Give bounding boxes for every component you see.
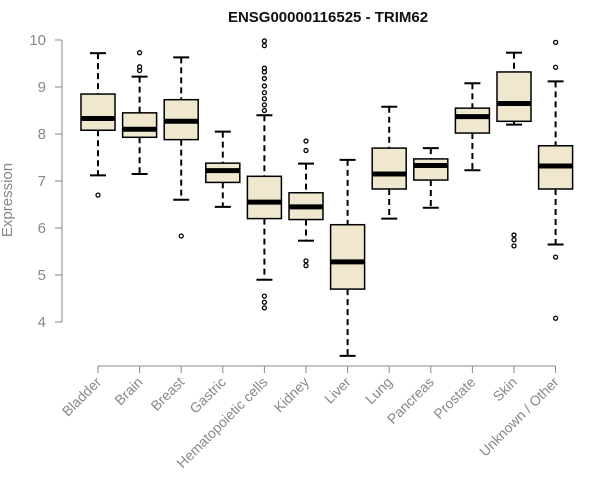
- box-iqr: [80, 93, 116, 131]
- outlier-point: [261, 42, 268, 49]
- outlier-point: [261, 89, 268, 96]
- outlier-point: [261, 38, 268, 44]
- box-skin: [496, 51, 532, 249]
- box-iqr: [371, 147, 407, 190]
- y-axis-title: Expression: [0, 163, 16, 237]
- box-hematopoietic-cells: [246, 38, 283, 311]
- y-tick-label: 6: [38, 220, 46, 237]
- x-category-label: Lung: [362, 374, 395, 407]
- outlier-point: [178, 233, 184, 239]
- outlier-point: [303, 262, 309, 269]
- box-iqr: [454, 107, 491, 134]
- outlier-point: [136, 64, 143, 70]
- outlier-point: [511, 243, 517, 249]
- outlier-point: [303, 147, 309, 154]
- box-iqr: [496, 71, 532, 123]
- x-category-label: Brain: [111, 374, 145, 408]
- x-category-label: Bladder: [59, 374, 105, 420]
- x-category-label: Breast: [147, 374, 187, 414]
- y-tick-label: 5: [38, 267, 46, 284]
- y-tick-label: 4: [38, 314, 46, 331]
- x-category-label: Liver: [321, 374, 354, 407]
- box-breast: [163, 56, 199, 239]
- box-unknown-other: [537, 39, 574, 321]
- outlier-point: [511, 232, 517, 238]
- outlier-point: [552, 39, 559, 45]
- x-category-label: Skin: [490, 374, 521, 405]
- box-iqr: [121, 112, 158, 139]
- box-liver: [329, 158, 366, 357]
- box-pancreas: [413, 147, 449, 209]
- chart-title: ENSG00000116525 - TRIM62: [228, 9, 428, 26]
- outlier-point: [261, 65, 268, 71]
- outlier-point: [95, 192, 101, 198]
- outlier-point: [303, 258, 309, 264]
- outlier-point: [552, 315, 559, 321]
- y-tick-label: 8: [38, 126, 46, 143]
- outlier-point: [261, 305, 268, 311]
- outlier-point: [261, 75, 268, 82]
- y-axis: 4 5 6 7 8 9 10: [29, 32, 63, 331]
- outlier-point: [136, 50, 143, 56]
- y-tick-label: 9: [38, 79, 46, 96]
- outlier-point: [552, 64, 559, 70]
- x-category-label: Kidney: [271, 374, 313, 416]
- box-lung: [371, 105, 407, 220]
- outlier-point: [261, 107, 268, 114]
- y-tick-label: 7: [38, 173, 46, 190]
- x-category-label: Unknown / Other: [476, 374, 562, 460]
- outlier-point: [511, 237, 517, 243]
- outlier-point: [261, 83, 268, 89]
- box-brain: [121, 50, 158, 175]
- box-iqr: [246, 175, 283, 220]
- outlier-point: [261, 299, 268, 305]
- box-gastric: [205, 130, 241, 208]
- outlier-point: [261, 102, 268, 108]
- box-series: [80, 38, 574, 357]
- box-prostate: [454, 82, 491, 172]
- y-tick-label: 10: [29, 32, 46, 49]
- outlier-point: [261, 96, 268, 102]
- outlier-point: [552, 254, 559, 260]
- box-bladder: [80, 52, 116, 198]
- outlier-point: [261, 293, 268, 299]
- outlier-point: [303, 138, 309, 144]
- box-iqr: [413, 158, 449, 181]
- x-category-label: Prostate: [430, 374, 478, 422]
- box-kidney: [288, 138, 324, 269]
- box-iqr: [329, 223, 366, 290]
